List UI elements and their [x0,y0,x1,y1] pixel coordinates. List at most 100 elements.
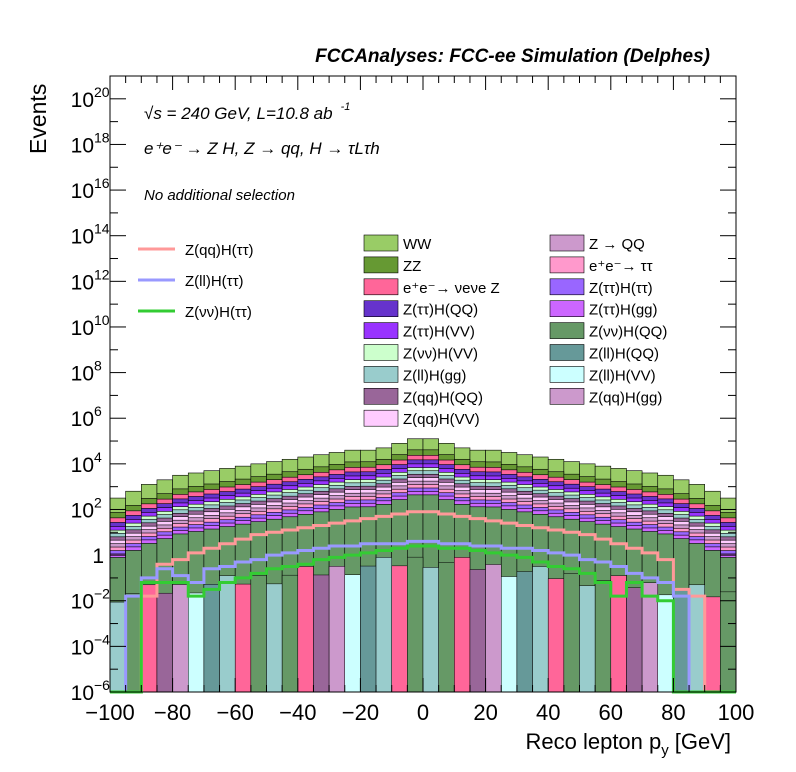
legend-swatch [363,387,399,405]
low-bar [281,574,299,693]
legend-label: Z(ττ)H(ττ) [589,280,653,297]
x-tick-label: −40 [279,700,316,725]
x-tick-label: 100 [718,700,755,725]
low-bar [344,574,361,693]
selection-annotation: No additional selection [144,187,295,204]
y-tick-exponent: 12 [94,266,110,282]
y-tick-exponent: 8 [94,358,102,374]
low-bar [328,566,346,693]
low-bar [172,584,189,693]
legend-label: e⁺e⁻→ νeνe Z [403,280,500,297]
chart-title: FCCAnalyses: FCC-ee Simulation (Delphes) [315,46,710,67]
low-bar [203,584,220,693]
legend-swatch [549,256,585,274]
y-tick-exponent: 2 [94,494,102,510]
x-tick-label: −20 [342,700,379,725]
y-tick-label: 10 [71,363,94,386]
x-tick-label: 60 [599,700,623,725]
low-bar [313,574,330,693]
low-bar [579,585,596,693]
low-bar [501,576,518,693]
low-bar [594,580,612,693]
legend-swatch [363,344,399,361]
low-bar [454,557,471,693]
legend-label: Z(νν)H(VV) [403,346,478,363]
legend-swatch [363,300,399,318]
y-tick-label: 10 [71,134,94,157]
legend-label: Z(qq)H(QQ) [403,389,483,406]
legend-label: Z(ll)H(QQ) [589,346,659,363]
energy-annotation-exp: -1 [341,101,351,113]
legend-swatch [549,344,585,361]
low-bar [673,589,690,693]
low-bar [626,587,643,693]
low-bar [407,556,424,693]
low-bar [375,557,392,693]
low-bar [391,565,408,693]
low-bar [532,566,549,693]
signal-line [110,544,736,694]
legend-swatch [549,300,585,318]
low-bar [485,564,502,693]
y-tick-exponent: 4 [94,449,102,465]
process-annotation: e⁺e⁻ → Z H, Z → qq, H → τLτh [144,139,380,158]
low-bar [610,575,627,693]
y-tick-exponent: 6 [94,403,102,419]
y-tick-label: 10 [71,591,94,614]
low-level-bars [109,556,737,693]
y-tick-label: 10 [71,226,94,249]
y-axis-label: Events [25,84,51,154]
y-tick-exponent: 14 [94,221,110,237]
energy-annotation: √s = 240 GeV, L=10.8 ab -1 [144,101,350,123]
low-bar [469,569,486,693]
low-bar [704,596,721,693]
y-tick-label: 10 [71,180,94,203]
x-axis-label-sub: y [661,742,669,759]
legend-label: Z → QQ [589,236,645,253]
low-bar [563,573,580,693]
legend-swatch [363,409,399,427]
y-tick-exponent: −2 [94,586,110,602]
legend-signal-label: Z(ll)H(ττ) [185,273,244,290]
signal-line [110,539,736,694]
y-tick-label: 10 [71,499,94,522]
low-bar [125,593,142,693]
y-tick-label: 10 [71,317,94,340]
legend-swatch [363,256,399,274]
low-bar [547,578,565,693]
legend-label: Z(ll)H(gg) [403,367,466,384]
legend-swatch [549,322,585,339]
legend-label: Z(ll)H(VV) [589,367,656,384]
legend-swatch [549,234,585,252]
low-bar [422,567,439,693]
legend: Z(qq)H(ττ) Z(ll)H(ττ) Z(νν)H(ττ) WW ZZ e⁺e⁻→ … [138,234,667,428]
x-axis-label-main: Reco lepton p [525,729,661,754]
low-bar [219,575,236,693]
y-tick-label: 1 [92,545,104,568]
x-tick-label: −60 [217,700,254,725]
legend-swatch [549,278,585,296]
low-bar [266,583,283,693]
legend-swatch [549,387,585,405]
annotations: √s = 240 GeV, L=10.8 ab -1 e⁺e⁻ → Z H, Z … [144,101,380,204]
y-tick-label: 10 [71,408,94,431]
legend-swatch [363,366,399,383]
low-bar [141,584,158,693]
y-tick-exponent: 20 [94,84,110,100]
legend-label: Z(qq)H(gg) [589,389,662,406]
x-tick-label: −100 [85,700,135,725]
x-tick-label: 0 [417,700,429,725]
y-tick-label: 10 [71,636,94,659]
legend-label: Z(νν)H(QQ) [589,324,667,341]
x-axis-label: Reco lepton py [GeV] [525,729,731,759]
low-bar [641,582,658,693]
legend-label: Z(ττ)H(gg) [589,302,658,319]
low-bar [188,592,205,693]
low-bar [516,571,533,693]
low-bar [156,592,173,693]
low-bar [109,601,126,693]
legend-label: ZZ [403,258,421,275]
x-tick-label: 20 [473,700,497,725]
y-tick-exponent: 18 [94,129,110,145]
